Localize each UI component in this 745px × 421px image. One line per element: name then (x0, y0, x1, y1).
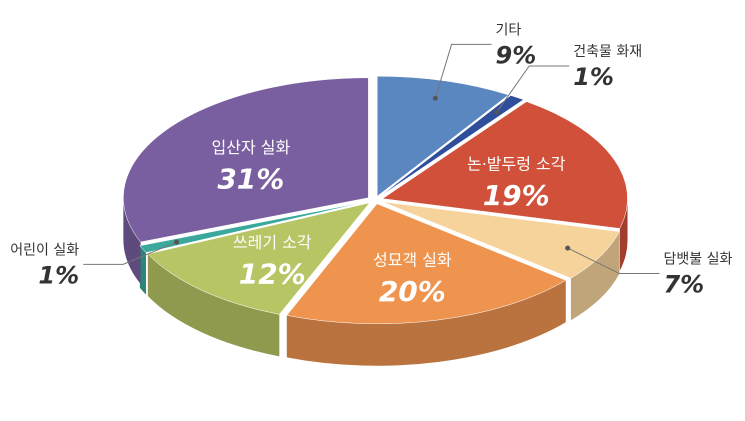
leader-line (496, 65, 570, 113)
slice-side (570, 231, 620, 321)
leader-dot (565, 245, 571, 251)
slice-side (619, 198, 628, 271)
slice-label: 담뱃불 실화 (663, 252, 732, 268)
value-label: 19% (483, 179, 550, 212)
leader-dot (432, 95, 438, 101)
slice (376, 75, 510, 197)
value-label: 31% (217, 163, 284, 196)
slice-label: 건축물 화재 (573, 44, 642, 60)
slice-label: 입산자 실화 (212, 138, 291, 157)
slice-label: 성묘객 실화 (373, 251, 452, 270)
slice (286, 203, 567, 325)
slice-label: 쓰레기 소각 (233, 233, 312, 252)
leader-line (83, 241, 177, 265)
slice (382, 201, 620, 279)
slice-label: 어린이 실화 (10, 242, 79, 258)
value-label: 9% (496, 41, 537, 69)
value-label: 1% (573, 63, 614, 91)
slice-side (123, 197, 141, 284)
leader-line (567, 247, 660, 275)
leader-line (434, 43, 492, 99)
leader-dot (494, 109, 500, 115)
slice (381, 101, 628, 229)
slice (139, 201, 368, 253)
value-label: 7% (663, 271, 704, 299)
slice (147, 202, 371, 315)
value-label: 12% (239, 258, 306, 291)
slice-side (139, 245, 146, 295)
leader-dot (174, 239, 180, 245)
slice-side (286, 280, 566, 366)
slice-label: 기타 (496, 22, 522, 38)
value-label: 20% (379, 275, 446, 308)
slice (123, 77, 369, 243)
slice (379, 95, 525, 197)
value-label: 1% (38, 261, 79, 289)
slice-label: 논·밭두렁 소각 (467, 155, 566, 174)
